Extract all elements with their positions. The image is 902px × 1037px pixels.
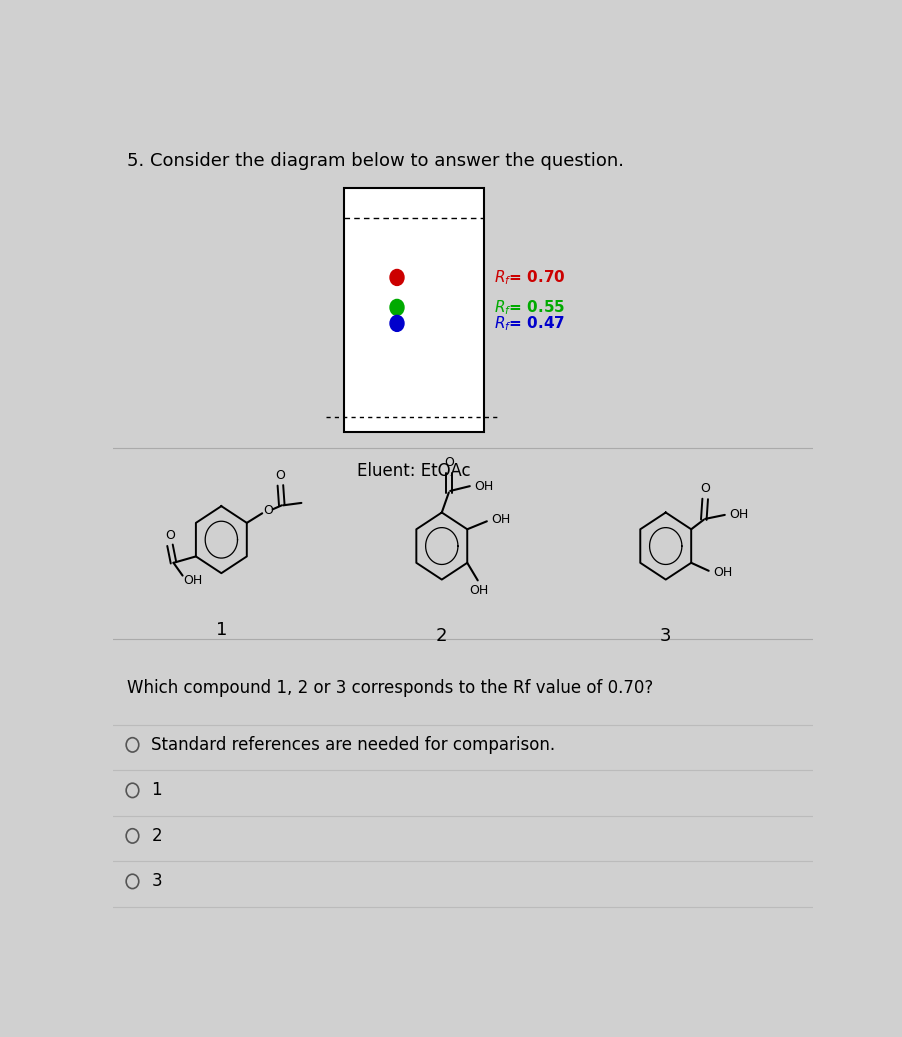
Circle shape [390, 270, 403, 285]
Text: $R_f$= 0.55: $R_f$= 0.55 [493, 298, 565, 316]
Text: Standard references are needed for comparison.: Standard references are needed for compa… [152, 736, 555, 754]
Text: Eluent: EtOAc: Eluent: EtOAc [356, 463, 470, 480]
Text: OH: OH [491, 513, 510, 526]
Text: 5. Consider the diagram below to answer the question.: 5. Consider the diagram below to answer … [126, 152, 623, 170]
Text: O: O [699, 482, 709, 495]
Text: O: O [275, 470, 285, 482]
Text: 3: 3 [659, 627, 671, 645]
Text: OH: OH [183, 573, 202, 587]
Text: OH: OH [469, 584, 488, 597]
Text: 2: 2 [436, 627, 447, 645]
Text: O: O [262, 504, 272, 517]
Bar [344, 189, 483, 431]
Text: OH: OH [474, 480, 492, 493]
Text: Which compound 1, 2 or 3 corresponds to the Rf value of 0.70?: Which compound 1, 2 or 3 corresponds to … [126, 679, 652, 698]
Text: 3: 3 [152, 872, 161, 891]
Text: $R_f$= 0.47: $R_f$= 0.47 [493, 314, 565, 333]
Text: 1: 1 [152, 782, 161, 800]
Text: OH: OH [728, 508, 748, 522]
Text: O: O [165, 529, 175, 542]
Circle shape [390, 315, 403, 332]
Text: 2: 2 [152, 826, 161, 845]
Text: $R_f$= 0.70: $R_f$= 0.70 [493, 269, 566, 287]
Text: 1: 1 [216, 621, 226, 639]
Text: O: O [444, 455, 453, 469]
Text: OH: OH [713, 566, 732, 579]
Circle shape [390, 300, 403, 315]
